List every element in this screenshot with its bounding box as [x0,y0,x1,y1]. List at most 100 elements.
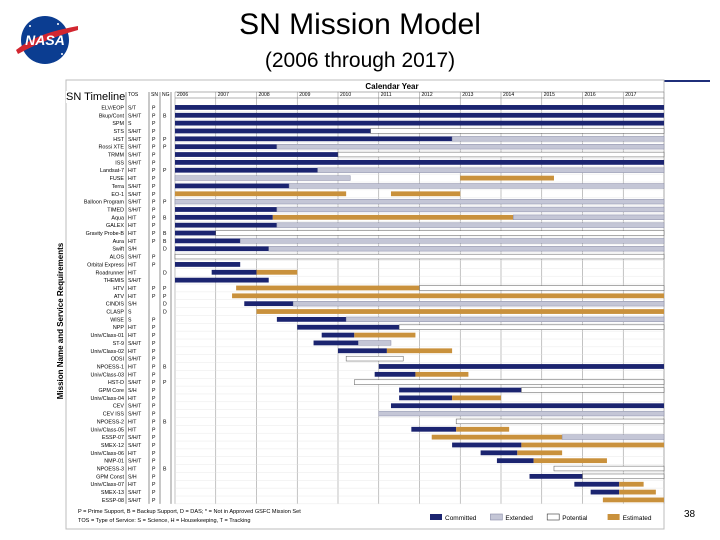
timeline-bar [175,191,347,197]
mission-name: Bkup/Cont [99,113,125,119]
tos-value: S/H/T [128,459,142,465]
timeline-bar [215,230,665,236]
legend-swatch [430,514,442,520]
timeline-bar [175,136,453,142]
timeline-bar [378,364,664,369]
timeline-bar [345,316,665,323]
timeline-bar [390,191,461,197]
mission-name: ST-9 [113,341,124,347]
tos-value: H/T [128,215,137,221]
timeline-bar [411,426,457,432]
sn-flag: P [152,341,156,347]
mission-name: Rossi XTE [99,145,125,151]
sn-flag: P [152,239,156,245]
timeline-bar [390,403,664,409]
tos-value: S/H/T [128,145,142,151]
timeline-bar [239,238,665,244]
timeline-bar [313,340,359,346]
timeline-bar [175,152,338,157]
tos-value: S [128,310,132,316]
mission-name: ISS [115,160,124,166]
timeline-bar [292,301,665,307]
legend-label: Extended [505,515,533,522]
logo-swoosh [16,26,78,54]
tos-value: H/T [128,396,137,402]
sn-flag: P [152,145,156,151]
tos-value: H/T [128,231,137,237]
sn-flag: P [152,467,156,473]
mission-name: SMEX-13 [101,490,124,496]
ng-flag: B [163,113,167,119]
legend-swatch [490,513,503,521]
ng-flag: P [163,294,167,300]
timeline-bar [175,167,318,173]
tos-value: S/H/T [128,412,142,418]
ng-flag: D [163,310,167,316]
ng-flag: B [163,215,167,221]
timeline-bar [232,293,665,299]
mission-name: Univ/Class-04 [90,396,124,402]
legend-swatch [546,513,560,521]
mission-name: NPP [113,325,124,331]
tos-value: S/H [128,388,137,394]
ng-flag: B [163,467,167,473]
sn-flag: P [152,215,156,221]
tos-value: H/T [128,349,137,355]
tos-value: S/H/T [128,357,142,363]
sn-flag: P [152,372,156,378]
chart-title: Calendar Year [365,82,418,91]
mission-name: Terra [112,184,124,190]
sn-flag: P [152,451,156,457]
mission-name: CINDIS [106,302,125,308]
tos-value: S/H/T [128,490,142,496]
mission-name: Univ/Class-07 [90,482,124,488]
sn-flag: P [152,490,156,496]
timeline-bar [386,348,453,354]
tos-value: S/H/T [128,380,142,386]
timeline-bar [496,458,534,464]
mission-name: ESSP-07 [102,435,124,441]
tos-value: H/T [128,325,137,331]
sn-flag: P [152,349,156,355]
sn-flag: P [152,459,156,465]
mission-name: NPOESS-3 [97,467,124,473]
year-label: 2008 [259,92,270,98]
legend-label: Committed [445,515,477,522]
timeline-bar [561,434,665,440]
timeline-bar [345,355,404,362]
timeline-bar [236,285,420,291]
tos-value: H/T [128,364,137,370]
timeline-bar [398,324,665,330]
tos-value: S/H/T [128,192,142,198]
sn-flag: P [152,294,156,300]
year-label: 2013 [462,92,473,98]
sn-flag: P [152,357,156,363]
mission-name: Roadrunner [96,270,125,276]
timeline-bar [175,222,277,228]
tos-value: S/H [128,302,137,308]
tos-value: S/H/T [128,153,142,159]
logo-text: NASA [25,32,65,48]
timeline-bar [553,465,665,472]
year-label: 2012 [422,92,433,98]
mission-name: Univ/Class-01 [90,333,124,339]
mission-name: Orbital Express [87,262,124,268]
sn-flag: P [152,380,156,386]
mission-name: SMEX-12 [101,443,124,449]
sn-flag: P [152,482,156,488]
sn-flag: P [152,333,156,339]
timeline-bar [268,246,665,252]
tos-value: H/T [128,223,137,229]
sn-flag: P [152,443,156,449]
tos-value: H/T [128,239,137,245]
mission-name: TRMM [108,153,125,159]
ng-flag: P [163,200,167,206]
mission-name: GPM Core [99,388,124,394]
timeline-bar [533,458,607,464]
year-label: 2006 [177,92,188,98]
timeline-bar [419,285,665,291]
legend-label: Potential [562,515,588,522]
timeline-bar [174,175,351,181]
page-title: SN Mission Model [239,8,481,41]
